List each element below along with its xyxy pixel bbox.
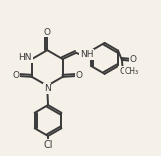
Text: O: O <box>119 67 126 76</box>
Text: O: O <box>12 71 19 80</box>
Text: CH₃: CH₃ <box>125 67 139 76</box>
Text: O: O <box>75 71 82 80</box>
Text: Cl: Cl <box>43 140 53 150</box>
Text: HN: HN <box>19 53 32 62</box>
Text: O: O <box>44 28 51 37</box>
Text: O: O <box>130 55 137 64</box>
Text: N: N <box>44 84 51 93</box>
Text: NH: NH <box>80 50 94 59</box>
